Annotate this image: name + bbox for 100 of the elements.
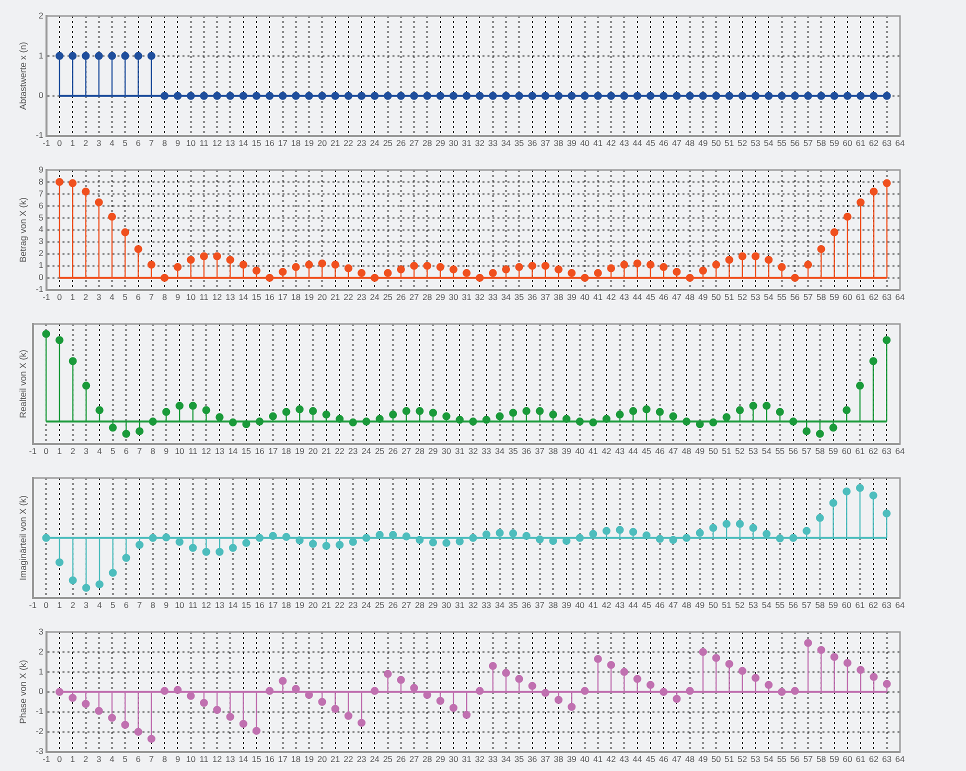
x-tick-label: 60 xyxy=(842,138,852,148)
x-tick-label: 39 xyxy=(562,600,572,610)
x-tick-label: 42 xyxy=(602,446,612,456)
x-tick-label: 1 xyxy=(57,600,62,610)
y-tick-label: 8 xyxy=(38,176,44,186)
x-tick-label: 8 xyxy=(162,138,168,148)
x-tick-label: 41 xyxy=(593,754,603,764)
x-tick-label: 46 xyxy=(655,600,665,610)
x-tick-label: 18 xyxy=(291,292,301,302)
x-tick-label: 51 xyxy=(722,446,732,456)
x-tick-label: 10 xyxy=(174,446,185,456)
x-tick-label: 41 xyxy=(588,600,598,610)
x-tick-label: 49 xyxy=(695,446,705,456)
x-tick-label: 16 xyxy=(254,446,265,456)
x-tick-label: 26 xyxy=(396,138,406,148)
x-tick-label: 3 xyxy=(96,754,102,764)
x-tick-label: 15 xyxy=(252,754,262,764)
x-tick-label: 4 xyxy=(97,600,102,610)
x-tick-label: 62 xyxy=(869,292,879,302)
x-tick-label: 42 xyxy=(602,600,612,610)
x-tick-label: 30 xyxy=(448,754,458,764)
x-tick-label: 40 xyxy=(580,138,590,148)
x-tick-label: 5 xyxy=(122,754,128,764)
x-tick-label: 53 xyxy=(750,138,761,148)
x-tick-label: 50 xyxy=(708,600,718,610)
x-tick-label: 52 xyxy=(735,600,745,610)
x-tick-label: 54 xyxy=(764,754,774,764)
x-tick-label: 3 xyxy=(96,292,102,302)
y-tick-label: 3 xyxy=(38,626,44,636)
x-tick-label: 52 xyxy=(738,138,748,148)
x-tick-label: 64 xyxy=(895,600,905,610)
x-tick-label: 45 xyxy=(646,754,656,764)
y-tick-label: -1 xyxy=(36,706,44,716)
x-tick-label: 15 xyxy=(252,138,262,148)
y-tick-label: 1 xyxy=(38,666,44,676)
x-tick-label: 52 xyxy=(735,446,745,456)
x-tick-label: 6 xyxy=(136,138,141,148)
x-tick-label: 15 xyxy=(252,292,262,302)
x-tick-label: 16 xyxy=(264,292,275,302)
x-tick-label: 36 xyxy=(528,754,538,764)
x-tick-label: 34 xyxy=(501,754,512,764)
x-tick-label: 8 xyxy=(150,600,156,610)
x-tick-label: 21 xyxy=(322,446,332,456)
x-tick-label: 22 xyxy=(334,600,345,610)
x-tick-label: 22 xyxy=(344,138,354,148)
x-tick-label: 61 xyxy=(856,754,866,764)
x-tick-label: 55 xyxy=(775,446,785,456)
x-tick-label: 49 xyxy=(698,138,708,148)
x-tick-label: 58 xyxy=(816,138,826,148)
x-tick-label: 35 xyxy=(514,292,524,302)
x-tick-label: 1 xyxy=(70,754,76,764)
x-tick-label: 10 xyxy=(186,292,196,302)
x-tick-label: 20 xyxy=(308,600,318,610)
x-tick-label: 29 xyxy=(436,292,446,302)
x-tick-label: 13 xyxy=(225,292,236,302)
x-tick-label: 62 xyxy=(869,754,879,764)
y-axis-title: Realteil von X (k) xyxy=(18,350,28,418)
x-tick-label: 9 xyxy=(164,600,169,610)
x-tick-label: 25 xyxy=(383,754,393,764)
y-tick-label: 3 xyxy=(38,236,44,246)
x-tick-label: 33 xyxy=(488,138,498,148)
x-tick-label: 60 xyxy=(842,600,852,610)
x-tick-label: 63 xyxy=(882,138,892,148)
x-tick-label: 14 xyxy=(228,600,238,610)
x-tick-label: 57 xyxy=(802,600,812,610)
x-tick-label: 49 xyxy=(698,754,708,764)
x-tick-label: 5 xyxy=(122,292,128,302)
x-tick-label: 13 xyxy=(214,600,225,610)
x-tick-label: 46 xyxy=(655,446,665,456)
y-tick-label: 7 xyxy=(38,188,44,198)
x-tick-label: 2 xyxy=(83,138,88,148)
x-tick-label: 27 xyxy=(409,138,420,148)
x-tick-label: 11 xyxy=(200,292,209,302)
x-tick-label: 47 xyxy=(668,446,678,456)
x-tick-label: 23 xyxy=(356,292,367,302)
x-tick-label: 42 xyxy=(606,754,616,764)
x-tick-label: 37 xyxy=(540,292,550,302)
x-tick-label: 9 xyxy=(164,446,169,456)
x-tick-label: 12 xyxy=(212,292,222,302)
x-tick-label: 9 xyxy=(175,292,180,302)
x-tick-label: 37 xyxy=(535,446,545,456)
y-tick-label: 1 xyxy=(38,260,44,270)
x-tick-label: 26 xyxy=(396,754,406,764)
x-tick-label: 30 xyxy=(448,138,458,148)
x-tick-label: 22 xyxy=(344,292,354,302)
x-tick-label: 59 xyxy=(830,292,840,302)
x-tick-label: 33 xyxy=(482,446,492,456)
x-tick-label: 23 xyxy=(348,446,358,456)
x-tick-label: 48 xyxy=(685,754,695,764)
x-tick-label: 13 xyxy=(225,754,236,764)
x-tick-label: 4 xyxy=(97,446,102,456)
x-tick-label: 27 xyxy=(402,446,412,456)
x-tick-label: 38 xyxy=(554,292,564,302)
x-tick-label: 31 xyxy=(454,446,465,456)
x-tick-label: 56 xyxy=(790,754,800,764)
x-tick-label: 3 xyxy=(84,446,89,456)
x-tick-label: 21 xyxy=(330,754,340,764)
x-tick-label: 37 xyxy=(540,138,550,148)
x-tick-label: 57 xyxy=(802,446,812,456)
x-tick-label: 33 xyxy=(488,292,498,302)
